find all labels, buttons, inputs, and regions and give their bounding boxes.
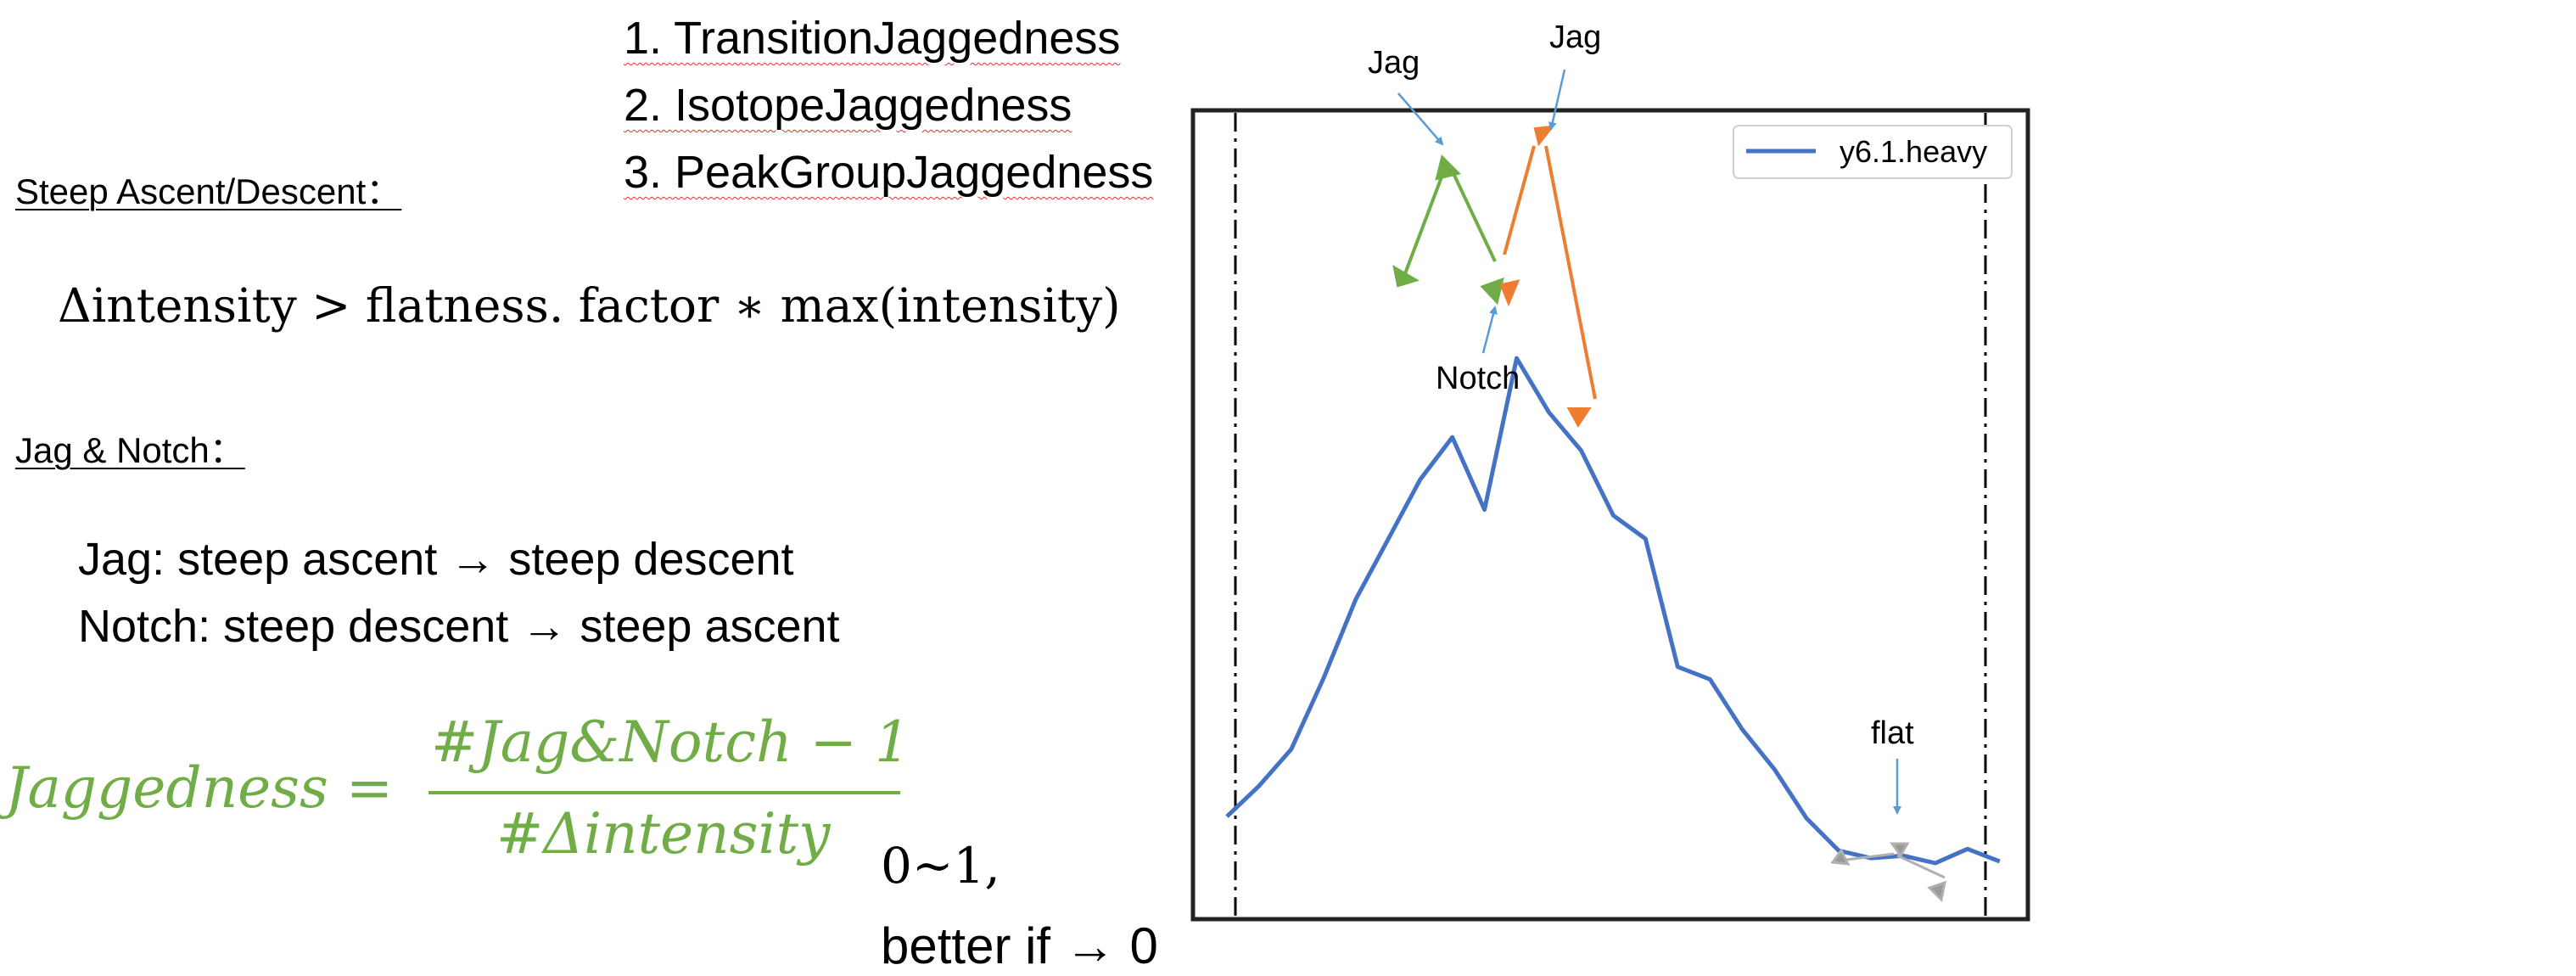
jaggedness-range: 0~1, (881, 837, 1000, 895)
triangle-marker (1499, 279, 1520, 307)
triangle-marker (1533, 125, 1555, 147)
triangle-marker (1890, 842, 1910, 858)
right-arrow-icon: → (450, 534, 496, 585)
annotation-arrow (1397, 93, 1444, 146)
right-arrow-icon: → (521, 601, 568, 652)
plot-frame (1190, 108, 2030, 922)
triangle-marker (1927, 880, 1946, 903)
better-prefix: better if (881, 917, 1051, 974)
jag-notch-heading: Jag & Notch： (15, 430, 245, 470)
better-value: 0 (1129, 917, 1158, 974)
gray-flat-arrows (1830, 842, 1946, 903)
series-line (1225, 356, 2001, 866)
legend-label: y6.1.heavy (1840, 134, 1987, 169)
notch-definition-suffix: steep ascent (580, 601, 840, 652)
annotation-flat: flat (1871, 715, 1914, 751)
notch-definition-prefix: Notch: steep descent (78, 601, 509, 652)
orange-jag-arrows (1499, 125, 1597, 428)
green-jag-arrows (1392, 154, 1504, 306)
steep-formula: Δintensity > flatness. factor ∗ max(inte… (58, 278, 1121, 333)
fraction-bar (428, 791, 900, 794)
annotation-jag-2: Jag (1549, 20, 1601, 55)
triangle-marker (1480, 277, 1504, 306)
triangle-marker (1392, 265, 1420, 288)
metric-item-2: 2. IsotopeJaggedness (624, 80, 1072, 131)
triangle-marker (1566, 407, 1592, 428)
notch-definition: Notch: steep descent → steep ascent (78, 600, 840, 653)
annotation-notch: Notch (1436, 361, 1520, 396)
jaggedness-denominator: #Δintensity (496, 801, 831, 867)
annotation-jag-1: Jag (1368, 45, 1420, 81)
annotation-arrow (1481, 306, 1498, 354)
jaggedness-better: better if → 0 (881, 917, 1158, 975)
right-arrow-icon: → (1064, 917, 1116, 974)
steep-heading: Steep Ascent/Descent： (15, 171, 402, 211)
metric-item-1: 1. TransitionJaggedness (624, 13, 1121, 64)
triangle-marker (1830, 848, 1851, 866)
jaggedness-numerator: #Jag&Notch − 1 (431, 710, 910, 775)
jag-definition-suffix: steep descent (508, 534, 794, 585)
annotation-arrow (1548, 69, 1566, 131)
legend-box (1733, 125, 2013, 179)
jaggedness-lhs: Jaggedness = (5, 755, 394, 821)
jag-definition: Jag: steep ascent → steep descent (78, 533, 794, 586)
metric-item-3: 3. PeakGroupJaggedness (624, 147, 1154, 198)
jag-definition-prefix: Jag: steep ascent (78, 534, 438, 585)
